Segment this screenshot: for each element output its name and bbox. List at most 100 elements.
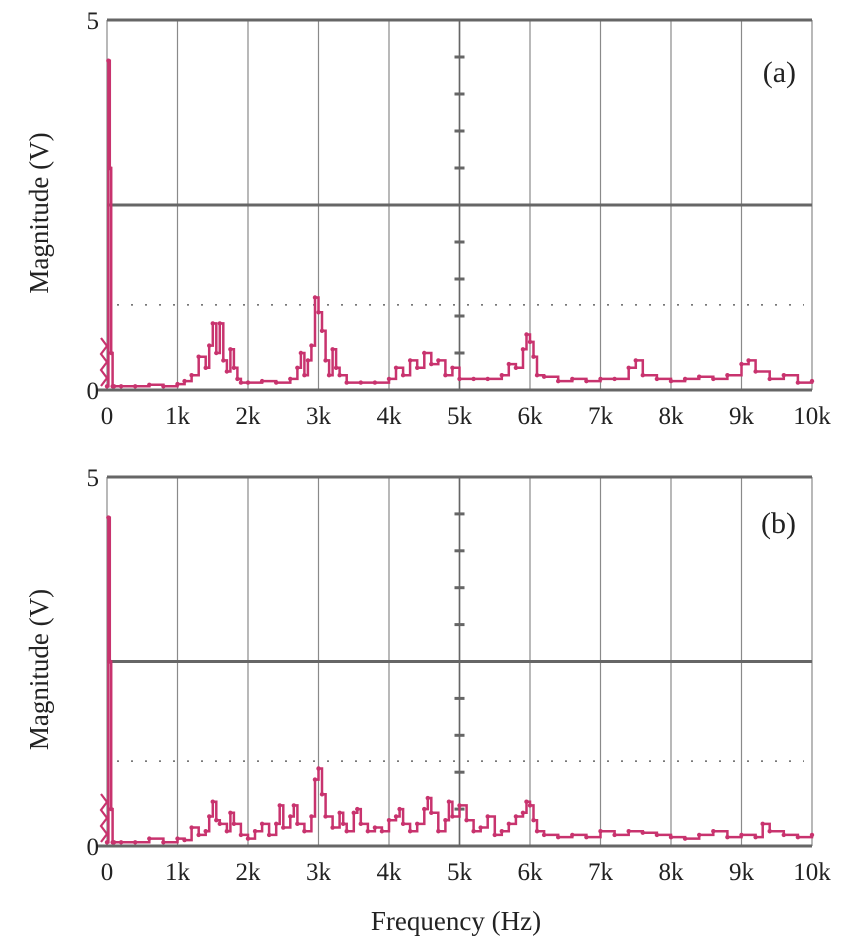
spectrum-point [111,384,117,389]
x-tick-label: 1k [165,859,191,886]
offset-marker-icon [99,793,109,843]
spectrum-point [288,376,293,382]
spectrum-point [189,825,194,830]
spectrum-point [182,378,187,384]
spectrum-point [235,376,240,382]
spectrum-point [323,814,328,819]
spectrum-point [298,350,304,356]
spectrum-point [682,376,688,382]
spectrum-point [210,321,215,326]
spectrum-point [302,829,307,834]
spectrum-point [109,806,114,812]
spectrum-point [291,803,297,808]
spectrum-point [407,358,413,363]
spectrum-point [393,814,399,819]
spectrum-point [379,829,385,834]
spectrum-point [319,328,325,333]
spectrum-point [245,380,251,385]
spectrum-point [238,832,244,838]
spectrum-point [725,834,730,840]
spectrum-point [725,373,730,378]
spectrum-point [259,378,265,384]
spectrum-point [809,832,815,838]
spectrum-point [203,829,208,834]
x-tick-label: 0 [101,859,114,886]
spectrum-point [400,821,406,827]
spectrum-point [386,817,392,823]
spectrum-point [415,365,420,370]
spectrum-point [118,840,124,845]
x-tick-label: 9k [729,859,755,886]
spectrum-point [351,810,356,815]
spectrum-point [492,832,497,838]
spectrum-point [711,376,716,382]
spectrum-point [436,829,441,834]
spectrum-point [422,806,427,812]
panel-label: (b) [761,507,796,540]
x-axis-title: Frequency (Hz) [371,906,541,936]
spectrum-point [584,378,589,384]
y-tick-label: 5 [87,8,100,35]
spectrum-point [319,792,325,797]
spectrum-point [527,803,533,808]
spectrum-point [513,814,519,819]
x-tick-label: 10k [793,403,831,430]
spectrum-point [711,829,716,834]
spectrum-point [781,832,786,838]
x-tick-label: 10k [793,859,831,886]
spectrum-point [531,354,536,359]
spectrum-point [104,840,110,845]
spectrum-point [485,814,490,819]
spectrum-point [668,834,674,840]
x-tick-label: 6k [518,859,544,886]
spectrum-point [570,376,575,382]
spectrum-point [302,373,307,378]
spectrum-point [182,837,187,843]
spectrum-point [436,358,441,363]
spectrum-point [520,347,526,352]
spectrum-point [429,361,434,367]
spectrum-point [309,343,314,348]
spectrum-point [520,810,526,815]
offset-marker-icon [99,337,109,387]
spectrum-point [767,829,772,834]
spectrum-point [393,365,399,370]
spectrum-point [795,834,801,840]
spectrum-point [739,361,744,367]
panel-a: 0 1k 2k 3k 4k 5k 6k 7k 8k 9k 10k 0 5 Magnitude (V) (a) [24,8,831,430]
spectrum-point [654,832,660,838]
spectrum-point [534,373,540,378]
spectrum-point [196,832,201,838]
spectrum-point [337,373,342,378]
y-tick-label: 5 [87,465,100,492]
spectrum-point [274,380,279,385]
spectrum-point [288,814,293,819]
spectrum-point [107,659,113,664]
spectrum-point [407,829,413,834]
spectrum-point [450,814,455,819]
spectrum-point [471,829,476,834]
spectrum-point [189,373,194,378]
spectrum-point [767,376,772,382]
x-tick-label: 3k [306,859,332,886]
spectrum-point [147,382,152,388]
spectrum-point [386,376,392,382]
spectrum-point [739,832,744,838]
spectrum-point [372,380,378,385]
spectrum-point [312,777,318,782]
spectrum-point [668,378,674,384]
spectrum-point [429,810,434,815]
spectrum-point [541,374,547,379]
spectrum-point [746,358,751,363]
spectrum-point [281,825,286,830]
x-tick-label: 2k [236,859,262,886]
panel-label: (a) [763,56,796,89]
spectrum-point [584,834,589,840]
spectrum-point [531,817,536,823]
spectrum-point [217,321,222,326]
spectrum-point [224,369,230,374]
spectrum-point [795,380,801,385]
spectrum-point [221,358,226,363]
spectrum-point [295,365,300,370]
